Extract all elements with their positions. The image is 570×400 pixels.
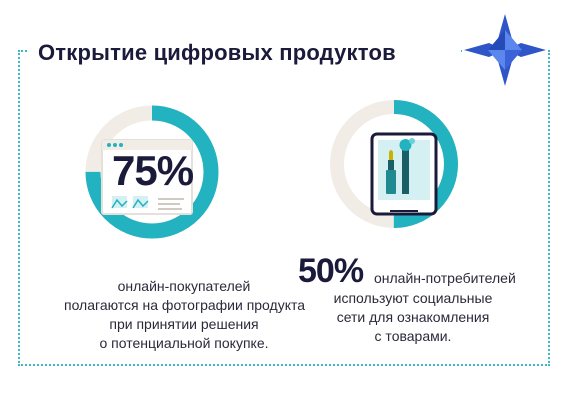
caption-line: при принятии решения xyxy=(109,316,259,332)
caption-line: с товарами. xyxy=(374,328,452,344)
stat2-caption-first: онлайн-потребителей xyxy=(374,270,516,286)
stat1-caption: онлайн-покупателей полагаются на фотогра… xyxy=(64,277,306,353)
percentage-ring-50 xyxy=(330,100,458,228)
percentage-ring-75 xyxy=(85,105,219,239)
page-title: Открытие цифровых продуктов xyxy=(38,40,396,65)
caption-line: используют социальные xyxy=(333,290,493,306)
stat-percent-75: 75% xyxy=(112,147,194,194)
stat2-caption: используют социальные сети для ознакомле… xyxy=(318,289,508,346)
star-compass-icon xyxy=(462,12,548,88)
caption-line: сети для ознакомления xyxy=(336,309,490,325)
caption-line: о потенциальной покупке. xyxy=(99,335,269,351)
caption-line: онлайн-покупателей xyxy=(117,278,251,294)
caption-line: полагаются на фотографии продукта xyxy=(64,297,306,313)
title-backdrop xyxy=(28,38,460,66)
stat-percent-50: 50% xyxy=(298,252,364,290)
phone-cosmetics-icon xyxy=(370,132,438,216)
browser-photo-icon xyxy=(101,139,193,215)
